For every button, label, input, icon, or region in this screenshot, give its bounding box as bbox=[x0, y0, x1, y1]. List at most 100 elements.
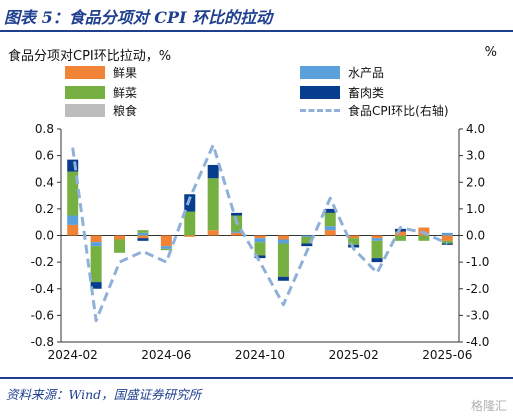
legend-item-veg: 鲜菜 bbox=[65, 84, 137, 101]
legend-label: 鲜果 bbox=[113, 66, 138, 80]
legend-swatch bbox=[300, 86, 340, 99]
bar-aquatic bbox=[371, 238, 383, 241]
bar-aquatic bbox=[324, 226, 336, 231]
legend-item-grain: 粮食 bbox=[65, 102, 137, 119]
right-tick-label: -2.0 bbox=[466, 282, 489, 296]
figure-title: 图表 5：食品分项对 CPI 环比的拉动 bbox=[4, 8, 273, 27]
x-tick-label: 2025-02 bbox=[329, 348, 379, 362]
legend-item-cpi: 食品CPI环比(右轴) bbox=[300, 102, 449, 119]
legend-item-meat: 畜肉类 bbox=[300, 84, 384, 101]
right-tick-label: 1.0 bbox=[466, 202, 485, 216]
right-tick-label: -4.0 bbox=[466, 335, 489, 349]
left-tick-label: -0.8 bbox=[31, 335, 54, 349]
bar-veg bbox=[114, 239, 126, 253]
legend-label: 食品CPI环比(右轴) bbox=[348, 104, 449, 118]
bar-veg bbox=[207, 178, 219, 231]
chart-title: 食品分项对CPI环比拉动，% bbox=[8, 49, 172, 64]
x-tick-label: 2024-10 bbox=[235, 348, 285, 362]
line-group bbox=[71, 143, 448, 323]
cpi-line bbox=[71, 143, 448, 323]
legend-label: 水产品 bbox=[348, 66, 385, 80]
bar-meat bbox=[301, 243, 313, 247]
x-tick-label: 2025-06 bbox=[422, 348, 472, 362]
source-note: 资料来源：Wind，国盛证券研究所 bbox=[6, 387, 202, 402]
legend-swatch bbox=[65, 104, 105, 117]
right-tick-label: 0.0 bbox=[466, 229, 485, 243]
bar-aquatic bbox=[137, 232, 149, 236]
bar-fruit bbox=[67, 224, 79, 236]
bar-fruit bbox=[324, 230, 336, 236]
bar-aquatic bbox=[277, 239, 289, 244]
bar-meat bbox=[324, 208, 336, 213]
right-tick-label: -3.0 bbox=[466, 308, 489, 322]
bar-fruit bbox=[394, 231, 406, 236]
bar-veg bbox=[90, 246, 102, 283]
source-rule bbox=[0, 377, 513, 379]
legend-swatch bbox=[300, 66, 340, 79]
bar-meat bbox=[207, 164, 219, 179]
legend-label: 畜肉类 bbox=[348, 86, 385, 100]
title-rule bbox=[0, 30, 513, 32]
bar-meat bbox=[67, 159, 79, 172]
bar-aquatic bbox=[254, 238, 266, 243]
bar-fruit bbox=[90, 235, 102, 243]
right-tick-label: 3.0 bbox=[466, 149, 485, 163]
bar-fruit bbox=[114, 235, 126, 240]
bar-veg bbox=[137, 230, 149, 233]
left-tick-label: 0.8 bbox=[35, 122, 54, 136]
watermark: 格隆汇 bbox=[470, 399, 507, 413]
left-tick-label: 0.2 bbox=[35, 202, 54, 216]
bar-veg bbox=[301, 236, 313, 244]
bar-veg bbox=[184, 211, 196, 236]
bar-aquatic bbox=[441, 232, 453, 236]
bar-meat bbox=[137, 238, 149, 241]
axes-group: -0.8 -0.6 -0.4 -0.2 0.0 0.2 0.4 0.6 0.8 -4.0 -3.0 -… bbox=[31, 122, 490, 362]
x-tick-label: 2024-06 bbox=[141, 348, 191, 362]
bar-meat bbox=[254, 255, 266, 259]
bar-fruit bbox=[137, 235, 149, 239]
bar-veg bbox=[254, 242, 266, 256]
bar-veg bbox=[160, 248, 172, 251]
legend-label: 粮食 bbox=[113, 104, 138, 118]
bar-aquatic bbox=[160, 246, 172, 249]
bar-fruit bbox=[231, 232, 243, 236]
bars-group bbox=[67, 159, 453, 289]
bar-fruit bbox=[277, 235, 289, 240]
left-tick-label: 0.4 bbox=[35, 175, 54, 189]
left-tick-label: 0.6 bbox=[35, 149, 54, 163]
bar-meat bbox=[184, 194, 196, 212]
bar-fruit bbox=[184, 235, 196, 237]
right-tick-label: 2.0 bbox=[466, 175, 485, 189]
bar-fruit bbox=[207, 230, 219, 236]
legend-label: 鲜菜 bbox=[113, 86, 138, 100]
bar-meat bbox=[371, 258, 383, 263]
bar-veg bbox=[67, 171, 79, 216]
bar-veg bbox=[371, 240, 383, 259]
bar-meat bbox=[277, 276, 289, 281]
bar-aquatic bbox=[301, 235, 313, 237]
bar-veg bbox=[418, 235, 430, 241]
legend-swatch bbox=[65, 66, 105, 79]
bar-aquatic bbox=[90, 242, 102, 247]
bar-meat bbox=[90, 282, 102, 289]
bar-veg bbox=[324, 212, 336, 227]
legend-swatch bbox=[65, 86, 105, 99]
right-tick-label: 4.0 bbox=[466, 122, 485, 136]
x-tick-label: 2024-02 bbox=[48, 348, 98, 362]
bar-meat bbox=[441, 243, 453, 245]
bar-fruit bbox=[160, 235, 172, 247]
right-axis-unit: % bbox=[484, 45, 497, 60]
bar-fruit bbox=[371, 235, 383, 239]
bar-fruit bbox=[254, 235, 266, 239]
left-tick-label: 0.0 bbox=[35, 229, 54, 243]
legend-item-fruit: 鲜果 bbox=[65, 64, 137, 81]
bar-veg bbox=[394, 235, 406, 241]
bar-fruit bbox=[441, 235, 453, 241]
bar-meat bbox=[231, 212, 243, 216]
legend-line-swatch bbox=[300, 109, 340, 112]
left-tick-label: -0.4 bbox=[31, 282, 54, 296]
legend-item-aquatic: 水产品 bbox=[300, 64, 384, 81]
bar-aquatic bbox=[67, 215, 79, 225]
bar-aquatic bbox=[231, 231, 243, 233]
